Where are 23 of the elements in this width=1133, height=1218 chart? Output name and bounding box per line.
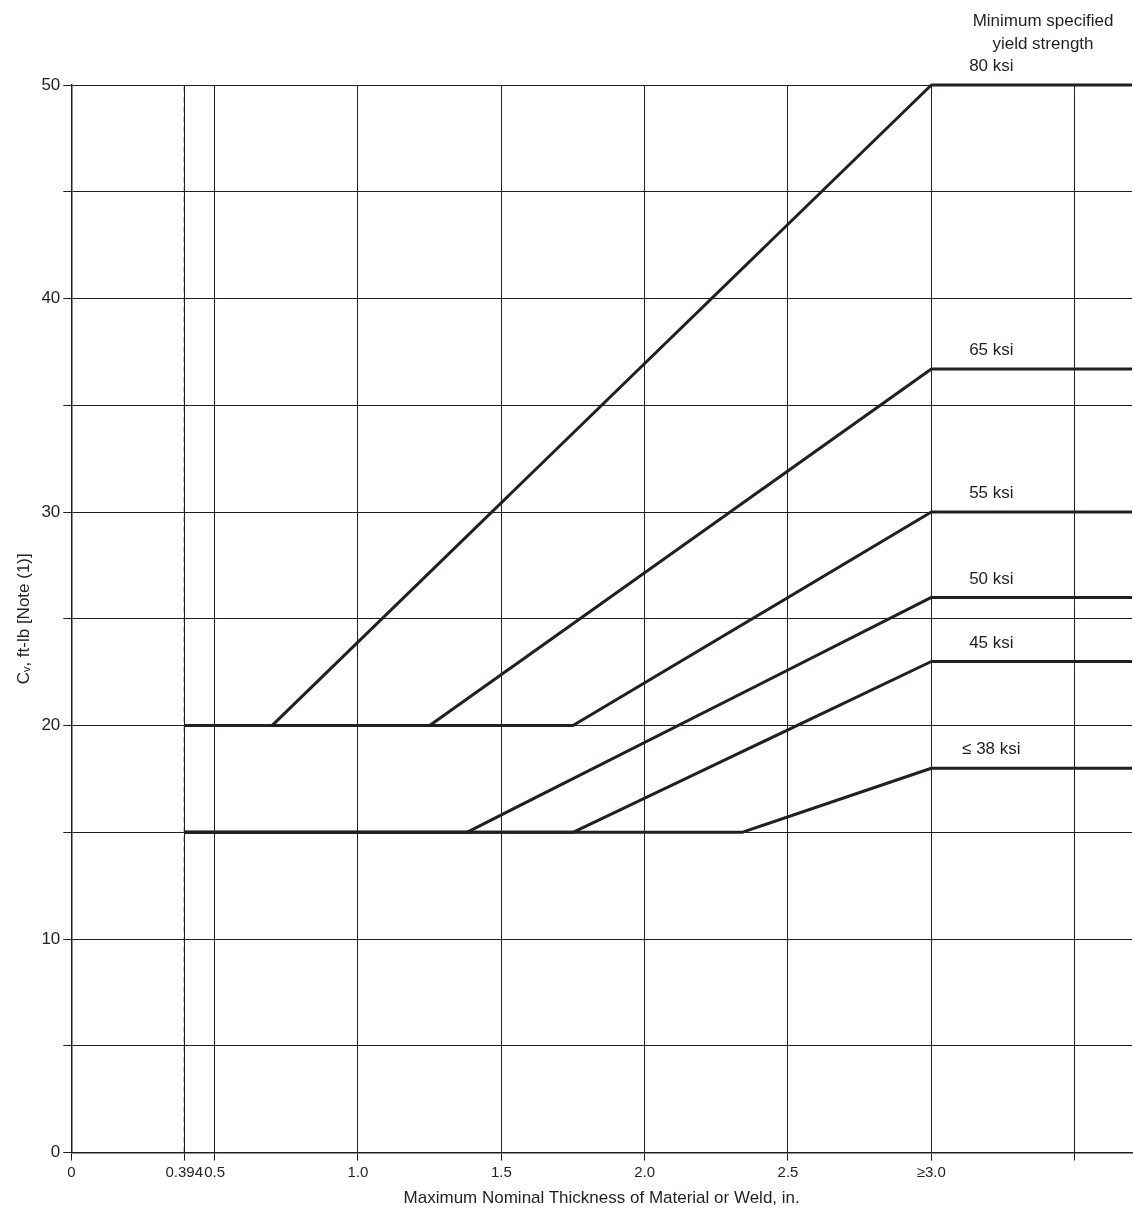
series-label: ≤ 38 ksi (962, 739, 1021, 759)
y-axis-title: Cᵥ, ft-lb [Note (1)] (13, 553, 33, 685)
x-tick-label: ≥3.0 (916, 1162, 946, 1180)
series-label: 80 ksi (969, 56, 1014, 76)
y-tick-label: 10 (41, 928, 61, 948)
series-label: 65 ksi (969, 340, 1014, 360)
x-tick-label: 2.5 (777, 1162, 799, 1180)
y-tick-label: 50 (41, 74, 61, 94)
x-tick-label: 0.394 (165, 1162, 204, 1180)
x-axis-title: Maximum Nominal Thickness of Material or Weld, in. (403, 1188, 800, 1208)
x-tick-label: 0.5 (204, 1162, 226, 1180)
series-label: 50 ksi (969, 568, 1014, 588)
series-label: 45 ksi (969, 632, 1014, 652)
y-tick-label: 30 (41, 501, 61, 521)
x-tick-label: 1.5 (490, 1162, 512, 1180)
y-tick-label: 20 (41, 715, 61, 735)
x-tick-label: 0 (67, 1162, 76, 1180)
series-label: 55 ksi (969, 483, 1014, 503)
y-tick-label: 0 (50, 1142, 61, 1162)
x-tick-label: 2.0 (634, 1162, 656, 1180)
y-tick-label: 40 (41, 288, 61, 308)
text: Minimum specified yield strength (972, 11, 1114, 54)
x-tick-label: 1.0 (347, 1162, 369, 1180)
